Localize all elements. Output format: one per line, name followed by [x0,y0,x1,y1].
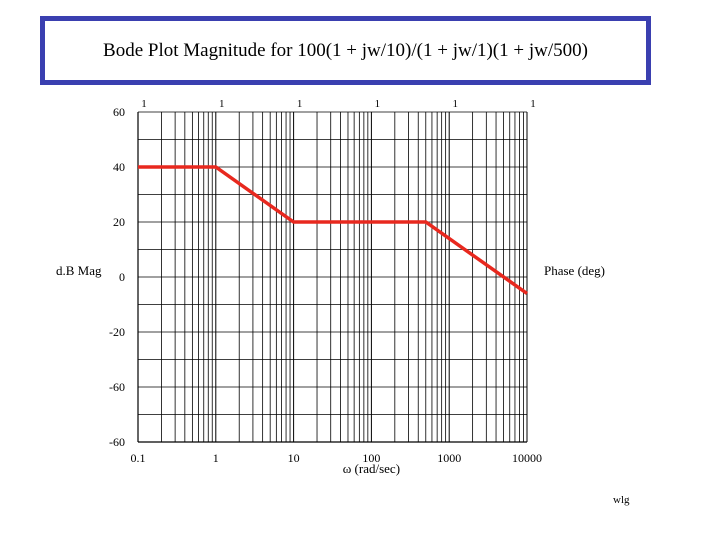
title-box: Bode Plot Magnitude for 100(1 + jw/10)/(… [40,16,651,85]
top-tick-label: 1 [375,98,381,110]
y-tick-label: -20 [109,325,125,339]
x-tick-label: 10000 [512,451,542,465]
x-tick-label: 1000 [437,451,461,465]
top-tick-label: 1 [219,98,225,110]
y-tick-label: 40 [113,160,125,174]
y-tick-label: 60 [113,105,125,119]
author-initials: wlg [613,494,630,506]
y2-axis-label: Phase (deg) [544,263,605,278]
x-tick-label: 0.1 [131,451,146,465]
y-tick-label: -60 [109,435,125,449]
x-axis-label: ω (rad/sec) [343,461,400,476]
chart-title: Bode Plot Magnitude for 100(1 + jw/10)/(… [103,39,588,61]
y-tick-label: 20 [113,215,125,229]
magnitude-line [138,165,529,295]
y-tick-label: 0 [119,270,125,284]
x-tick-label: 100 [362,451,380,465]
series [138,165,529,295]
top-tick-label: 1 [297,98,303,110]
y-tick-label: -60 [109,380,125,394]
x-tick-label: 10 [288,451,300,465]
labels: 60 40 20 0 -20 -60 -60 0.1 1 10 100 1000 10000 1 1 1 1 1 1… [56,98,605,476]
x-tick-label: 1 [213,451,219,465]
top-tick-label: 1 [452,98,458,110]
top-tick-label: 1 [141,98,147,110]
grid [137,111,528,443]
top-tick-label: 1 [530,98,536,110]
y-axis-label: d.B Mag [56,263,102,278]
